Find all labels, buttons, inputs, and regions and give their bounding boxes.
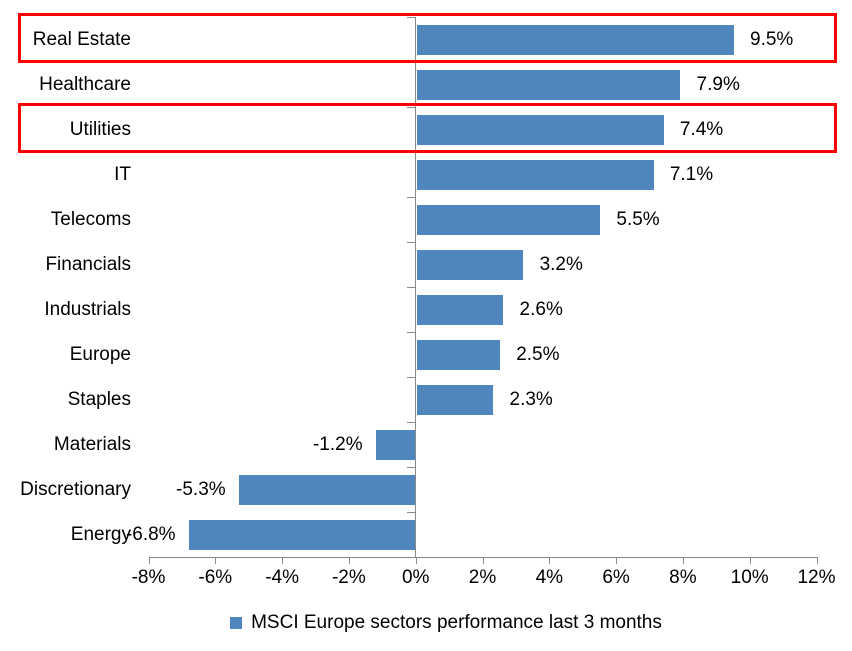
bar-discretionary — [238, 474, 416, 505]
y-axis-tick — [406, 377, 415, 378]
x-axis-tick-label: 0% — [401, 567, 430, 588]
y-axis-tick — [406, 422, 415, 423]
category-label-staples: Staples — [67, 389, 131, 410]
y-axis-tick — [406, 62, 415, 63]
x-axis-tick — [415, 557, 417, 564]
value-label-industrials: 2.6% — [519, 299, 563, 320]
y-axis-tick — [406, 17, 415, 18]
y-axis-tick — [406, 152, 415, 153]
x-axis-tick — [282, 557, 284, 564]
bar-healthcare — [416, 69, 681, 100]
category-label-materials: Materials — [53, 434, 131, 455]
y-axis-tick — [406, 332, 415, 333]
legend: MSCI Europe sectors performance last 3 m… — [40, 609, 852, 637]
category-label-it: IT — [114, 164, 131, 185]
x-axis-tick — [549, 557, 551, 564]
x-axis-tick-label: 2% — [468, 567, 497, 588]
legend-marker-icon — [230, 617, 243, 629]
x-axis-tick-label: -6% — [198, 567, 233, 588]
x-axis-tick-label: -4% — [265, 567, 299, 588]
category-label-healthcare: Healthcare — [39, 74, 131, 95]
y-axis-tick — [406, 242, 415, 243]
bar-europe — [416, 339, 500, 370]
x-axis-tick — [616, 557, 618, 564]
y-axis-tick — [406, 107, 415, 108]
y-axis-tick — [406, 197, 415, 198]
category-label-real-estate: Real Estate — [32, 29, 131, 50]
x-axis-tick-label: 12% — [797, 567, 836, 588]
category-label-europe: Europe — [69, 344, 131, 365]
x-axis-tick — [682, 557, 684, 564]
x-axis-tick-label: 6% — [602, 567, 630, 588]
bar-staples — [416, 384, 494, 415]
value-label-discretionary: -5.3% — [176, 479, 226, 500]
y-axis-line — [414, 17, 417, 557]
y-axis-tick — [406, 467, 415, 468]
y-axis-tick — [406, 512, 415, 513]
x-axis-tick — [482, 557, 484, 564]
bar-materials — [375, 429, 416, 460]
value-label-staples: 2.3% — [509, 389, 553, 410]
value-label-materials: -1.2% — [312, 434, 363, 455]
x-axis-tick-label: -2% — [331, 567, 366, 588]
value-label-europe: 2.5% — [516, 344, 560, 365]
value-label-utilities: 7.4% — [679, 119, 724, 140]
bar-energy — [188, 519, 416, 550]
value-label-real-estate: 9.5% — [750, 29, 794, 50]
x-axis-tick — [749, 557, 751, 564]
bar-it — [416, 159, 654, 190]
bar-industrials — [416, 294, 504, 325]
value-label-telecoms: 5.5% — [616, 209, 660, 230]
value-label-it: 7.1% — [669, 164, 714, 185]
x-axis-tick-label: 10% — [730, 567, 769, 588]
x-axis-tick — [148, 557, 150, 564]
category-label-industrials: Industrials — [44, 299, 131, 320]
bar-real-estate — [416, 24, 734, 55]
x-axis-tick-label: -8% — [131, 567, 166, 588]
x-axis-tick-label: 4% — [535, 567, 564, 588]
y-axis-tick — [406, 287, 415, 288]
legend-label: MSCI Europe sectors performance last 3 m… — [251, 612, 662, 633]
category-label-financials: Financials — [45, 254, 131, 275]
x-axis-tick-label: 8% — [669, 567, 697, 588]
x-axis-tick — [816, 557, 818, 564]
value-label-energy: -6.8% — [125, 524, 176, 545]
category-label-discretionary: Discretionary — [20, 479, 131, 500]
x-axis-tick — [348, 557, 350, 564]
bar-financials — [416, 249, 524, 280]
bar-utilities — [416, 114, 664, 145]
value-label-financials: 3.2% — [539, 254, 583, 275]
x-axis-tick — [215, 557, 217, 564]
category-label-energy: Energy — [70, 524, 131, 545]
category-label-telecoms: Telecoms — [50, 209, 131, 230]
value-label-healthcare: 7.9% — [696, 74, 740, 95]
category-label-utilities: Utilities — [69, 119, 131, 140]
bar-telecoms — [416, 204, 601, 235]
